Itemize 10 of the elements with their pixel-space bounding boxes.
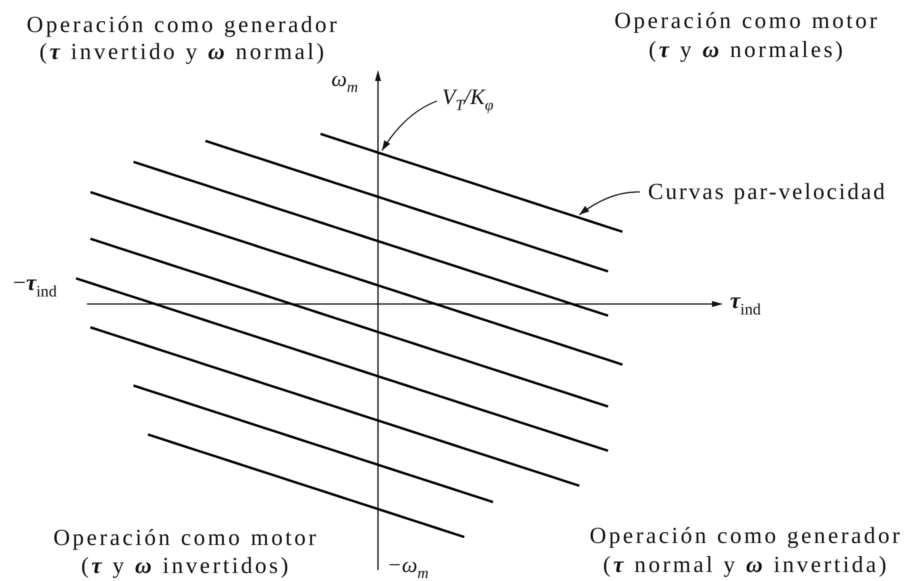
y-axis-title: ω$_{m}$ — [331, 66, 358, 96]
text: −τ$_{ind}$ — [13, 270, 57, 300]
annotation: Operación como generador (τ normal y ω invertida) — [590, 523, 902, 577]
x-axis-title: τ$_{ind}$ — [730, 288, 761, 318]
text: Curvas par-velocidad — [648, 179, 887, 204]
text: Operación como generador (τ invertido y ω normal) — [26, 12, 340, 64]
text: V$_{T}$/K$_{φ}$ — [442, 84, 494, 114]
text: −ω$_{m}$ — [387, 552, 429, 581]
annotation: Operación como motor (τ y ω invertidos) — [53, 525, 319, 578]
text: Operación como motor (τ y ω normales) — [614, 8, 880, 62]
